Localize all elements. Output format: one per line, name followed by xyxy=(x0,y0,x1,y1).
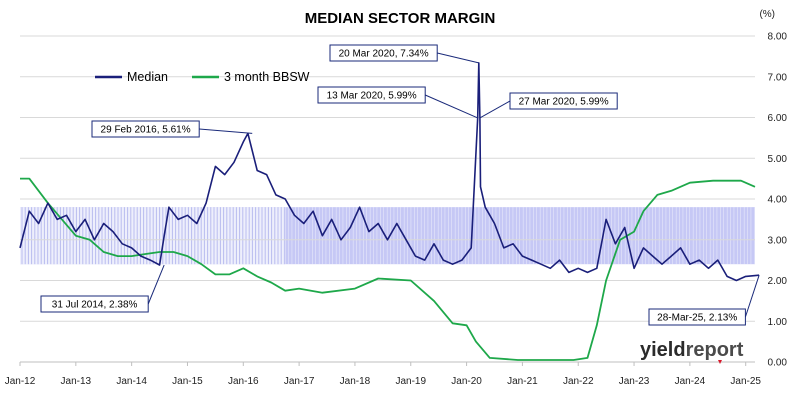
svg-text:yieldreport: yieldreport xyxy=(640,339,744,361)
brand-part2: report xyxy=(686,339,744,361)
annotations: 20 Mar 2020, 7.34% 13 Mar 2020, 5.99% 27 M… xyxy=(40,44,760,326)
annotation-leader xyxy=(479,100,511,119)
annotation-label: 31 Jul 2014, 2.38% xyxy=(52,300,138,311)
y-tick-label: 4.00 xyxy=(768,195,788,206)
x-tick-label: Jan-22 xyxy=(563,376,594,387)
annotation-leader xyxy=(199,128,253,134)
y-tick-label: 2.00 xyxy=(768,276,788,287)
x-tick-label: Jan-13 xyxy=(61,376,92,387)
x-tick-label: Jan-15 xyxy=(172,376,203,387)
brand-logo: yieldreport xyxy=(640,339,744,364)
x-tick-label: Jan-18 xyxy=(340,376,371,387)
x-tick-label: Jan-17 xyxy=(284,376,315,387)
x-tick-label: Jan-14 xyxy=(116,376,147,387)
annotation-label: 13 Mar 2020, 5.99% xyxy=(327,91,417,102)
legend-label-bbsw: 3 month BBSW xyxy=(224,70,310,84)
annotation-label: 28-Mar-25, 2.13% xyxy=(657,313,737,324)
y-tick-label: 8.00 xyxy=(768,32,788,43)
annotation-label: 27 Mar 2020, 5.99% xyxy=(519,97,609,108)
brand-accent-mark xyxy=(718,360,722,364)
x-tick-label: Jan-16 xyxy=(228,376,259,387)
y-tick-label: 7.00 xyxy=(768,72,788,83)
series-line-bbsw xyxy=(20,177,756,361)
series-line-median xyxy=(19,62,760,282)
legend-label-median: Median xyxy=(127,70,168,84)
annotation-label: 20 Mar 2020, 7.34% xyxy=(339,49,429,60)
annotation-label: 29 Feb 2016, 5.61% xyxy=(101,125,191,136)
x-tick-label: Jan-20 xyxy=(451,376,482,387)
annotation-box xyxy=(509,92,618,110)
annotation-leader xyxy=(437,52,479,64)
x-tick-label: Jan-12 xyxy=(5,376,36,387)
annotation-leader xyxy=(425,94,478,119)
x-tick-label: Jan-24 xyxy=(675,376,706,387)
y-tick-label: 0.00 xyxy=(768,358,788,369)
x-tick-label: Jan-23 xyxy=(619,376,650,387)
y-tick-label: 1.00 xyxy=(768,317,788,328)
x-tick-label: Jan-21 xyxy=(507,376,538,387)
gridlines xyxy=(20,35,755,363)
brand-part1: yield xyxy=(640,339,686,361)
x-tick-label: Jan-25 xyxy=(730,376,761,387)
shaded-band xyxy=(20,207,755,265)
y-tick-label: 6.00 xyxy=(768,113,788,124)
y-axis-unit: (%) xyxy=(759,9,775,20)
x-tick-label: Jan-19 xyxy=(395,376,426,387)
chart-title: MEDIAN SECTOR MARGIN xyxy=(305,10,496,27)
annotation-box xyxy=(40,295,149,313)
annotation-box xyxy=(317,86,426,104)
annotation-leader xyxy=(147,264,165,305)
annotation-leader xyxy=(744,275,760,318)
y-tick-label: 3.00 xyxy=(768,235,788,246)
legend: Median 3 month BBSW xyxy=(95,70,310,84)
annotation-box xyxy=(91,120,200,138)
annotation-box xyxy=(648,308,746,326)
y-axis-ticks: 0.00 1.00 2.00 3.00 4.00 5.00 6.00 7.00 8.00 xyxy=(768,32,788,369)
x-axis-ticks: Jan-12 Jan-13 Jan-14 Jan-15 Jan-16 Jan-17 Jan-… xyxy=(5,362,761,387)
annotation-box xyxy=(329,44,438,62)
y-tick-label: 5.00 xyxy=(768,154,788,165)
series-lines xyxy=(19,62,760,361)
